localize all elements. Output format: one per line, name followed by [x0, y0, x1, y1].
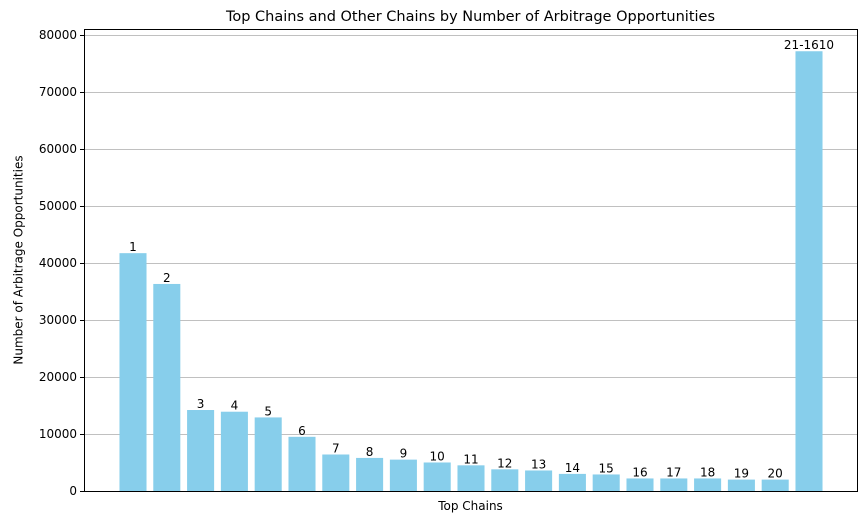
bar: [626, 478, 654, 491]
bar-label: 12: [497, 456, 512, 470]
bar: [694, 478, 722, 491]
bar-label: 15: [599, 461, 614, 475]
y-tick-label: 50000: [39, 199, 77, 213]
y-tick-label: 20000: [39, 370, 77, 384]
y-tick-label: 40000: [39, 256, 77, 270]
y-tick-label: 70000: [39, 85, 77, 99]
y-tick-label: 60000: [39, 142, 77, 156]
y-tick-label: 0: [69, 484, 77, 498]
bar-label: 4: [231, 399, 239, 413]
bar: [187, 410, 215, 491]
bar-label: 18: [700, 465, 715, 479]
bar-label: 5: [264, 404, 272, 418]
bar-label: 10: [430, 449, 445, 463]
y-axis-label: Number of Arbitrage Opportunities: [12, 155, 26, 364]
bar: [254, 417, 282, 491]
y-tick-label: 80000: [39, 28, 77, 42]
bar: [119, 253, 147, 491]
bar: [288, 436, 316, 491]
bar: [356, 457, 384, 491]
bar-label: 14: [565, 461, 580, 475]
bar-label: 7: [332, 441, 340, 455]
plot-frame: [84, 29, 858, 492]
bar: [761, 479, 789, 491]
bar: [592, 474, 620, 491]
bar: [389, 459, 417, 491]
bars: [119, 51, 823, 491]
bar-label: 13: [531, 457, 546, 471]
bar-label: 21-1610: [784, 38, 834, 52]
bar: [525, 470, 553, 491]
bar: [558, 473, 586, 491]
bar-label: 17: [666, 465, 681, 479]
bar: [220, 411, 248, 491]
bar-label: 8: [366, 445, 374, 459]
bar: [795, 51, 823, 491]
bar-label: 1: [129, 240, 137, 254]
bar: [727, 479, 755, 491]
bar: [457, 465, 485, 491]
gridlines: [84, 35, 857, 435]
bar-label: 16: [632, 465, 647, 479]
y-axis-ticks: 0 10000 20000 30000 40000 50000 60000 70000 8000…: [39, 28, 84, 498]
bar: [491, 469, 519, 491]
bar: [423, 462, 451, 491]
bar: [153, 283, 181, 491]
chart-title: Top Chains and Other Chains by Number of…: [225, 9, 715, 25]
bar-label: 20: [768, 467, 783, 481]
bar-label: 3: [197, 397, 205, 411]
bar-label: 9: [400, 447, 408, 461]
x-axis-label: Top Chains: [437, 499, 503, 513]
bar: [660, 478, 688, 491]
bar-label: 19: [734, 467, 749, 481]
bar: [322, 454, 350, 491]
y-tick-label: 10000: [39, 427, 77, 441]
bar-label: 6: [298, 424, 306, 438]
bar-label: 2: [163, 271, 171, 285]
bar-label: 11: [463, 452, 478, 466]
y-tick-label: 30000: [39, 313, 77, 327]
